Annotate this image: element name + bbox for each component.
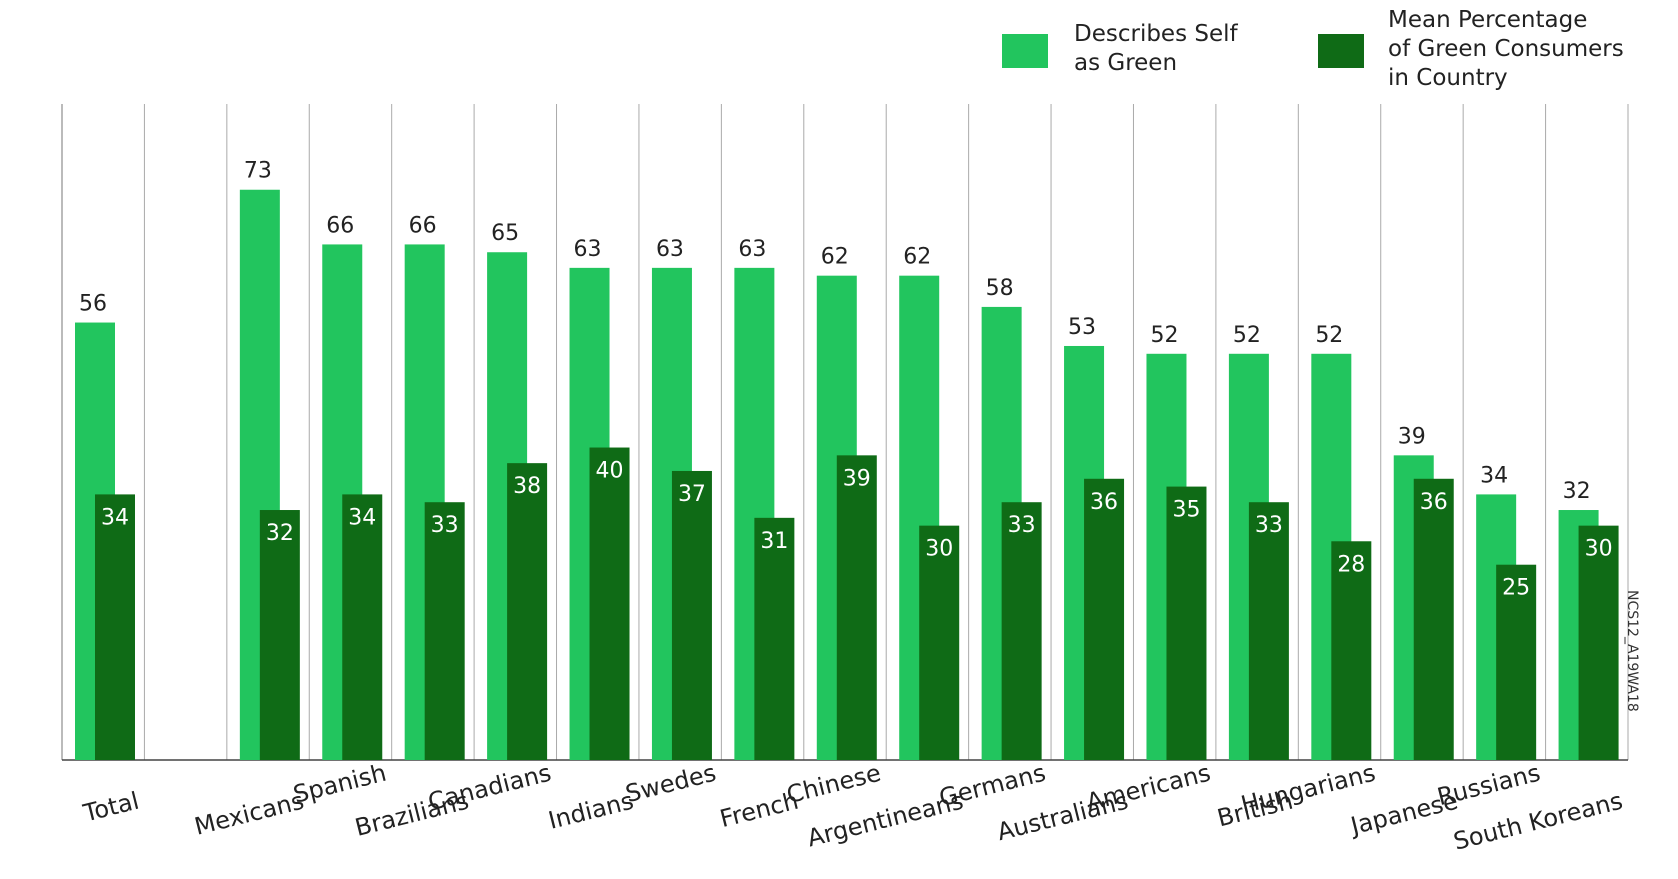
source-id: NCS12_A19WA18	[1624, 590, 1640, 712]
value-label-mean-green: 30	[925, 537, 953, 562]
bar-mean-green	[919, 525, 960, 760]
x-tick-label: Russians	[1434, 759, 1543, 812]
x-tick-label: Germans	[936, 759, 1048, 812]
value-label-mean-green: 33	[431, 513, 459, 538]
bar-mean-green	[1413, 478, 1454, 760]
value-label-self-green: 66	[326, 213, 354, 238]
value-label-mean-green: 33	[1008, 513, 1036, 538]
value-label-self-green: 53	[1068, 315, 1096, 340]
value-label-self-green: 63	[656, 237, 684, 262]
x-tick-label: Total	[80, 787, 142, 828]
bar-mean-green	[259, 510, 300, 760]
bar-mean-green	[671, 470, 712, 760]
value-label-self-green: 52	[1150, 323, 1178, 348]
value-label-self-green: 65	[491, 221, 519, 246]
x-tick-label: Chinese	[784, 759, 884, 809]
value-label-self-green: 73	[244, 159, 272, 184]
bar-mean-green	[342, 494, 383, 760]
legend-line: Describes Self	[1074, 21, 1238, 47]
value-label-mean-green: 36	[1090, 490, 1118, 515]
value-label-self-green: 66	[409, 213, 437, 238]
value-label-mean-green: 33	[1255, 513, 1283, 538]
value-label-mean-green: 37	[678, 482, 706, 507]
value-label-mean-green: 35	[1172, 498, 1200, 523]
bar-mean-green	[1331, 541, 1372, 760]
value-label-self-green: 62	[821, 245, 849, 270]
legend-label-mean-green: Mean Percentage of Green Consumers in Co…	[1388, 6, 1624, 93]
value-label-self-green: 32	[1563, 479, 1591, 504]
legend-label-self-green: Describes Self as Green	[1074, 20, 1238, 78]
bar-mean-green	[1248, 502, 1289, 760]
value-label-mean-green: 28	[1337, 552, 1365, 577]
bar-mean-green	[507, 463, 548, 760]
value-label-mean-green: 25	[1502, 576, 1530, 601]
bar-mean-green	[424, 502, 465, 760]
value-label-mean-green: 34	[101, 505, 129, 530]
value-label-self-green: 58	[986, 276, 1014, 301]
value-label-mean-green: 39	[843, 466, 871, 491]
legend-swatch-self-green	[1002, 34, 1048, 68]
value-label-mean-green: 32	[266, 521, 294, 546]
bar-mean-green	[589, 447, 630, 760]
bar-mean-green	[1578, 525, 1619, 760]
bar-mean-green	[1001, 502, 1042, 760]
value-label-self-green: 34	[1480, 463, 1508, 488]
value-label-mean-green: 38	[513, 474, 541, 499]
bar-mean-green	[836, 455, 877, 760]
x-tick-label: Indians	[546, 787, 637, 835]
value-label-self-green: 63	[738, 237, 766, 262]
x-tick-label: Spanish	[290, 759, 389, 809]
value-label-mean-green: 34	[348, 505, 376, 530]
value-label-self-green: 39	[1398, 424, 1426, 449]
bar-mean-green	[1496, 564, 1537, 760]
value-label-self-green: 62	[903, 245, 931, 270]
value-label-self-green: 52	[1233, 323, 1261, 348]
legend-swatch-mean-green	[1318, 34, 1364, 68]
value-label-self-green: 52	[1315, 323, 1343, 348]
value-label-self-green: 56	[79, 292, 107, 317]
x-tick-label: Swedes	[623, 759, 719, 808]
value-label-mean-green: 31	[760, 529, 788, 554]
legend-line: as Green	[1074, 50, 1178, 76]
value-label-self-green: 63	[574, 237, 602, 262]
x-tick-label: Mexicans	[192, 787, 307, 841]
bar-mean-green	[1166, 486, 1207, 760]
value-label-mean-green: 36	[1420, 490, 1448, 515]
legend-line: Mean Percentage	[1388, 7, 1588, 33]
legend-line: in Country	[1388, 65, 1508, 91]
bar-mean-green	[95, 494, 135, 760]
value-label-mean-green: 40	[596, 459, 624, 484]
x-tick-label: Canadians	[425, 759, 554, 817]
bar-mean-green	[1084, 478, 1125, 760]
bar-mean-green	[754, 517, 795, 760]
x-tick-label: Americans	[1084, 759, 1214, 817]
value-label-mean-green: 30	[1585, 537, 1613, 562]
legend-line: of Green Consumers	[1388, 36, 1624, 62]
